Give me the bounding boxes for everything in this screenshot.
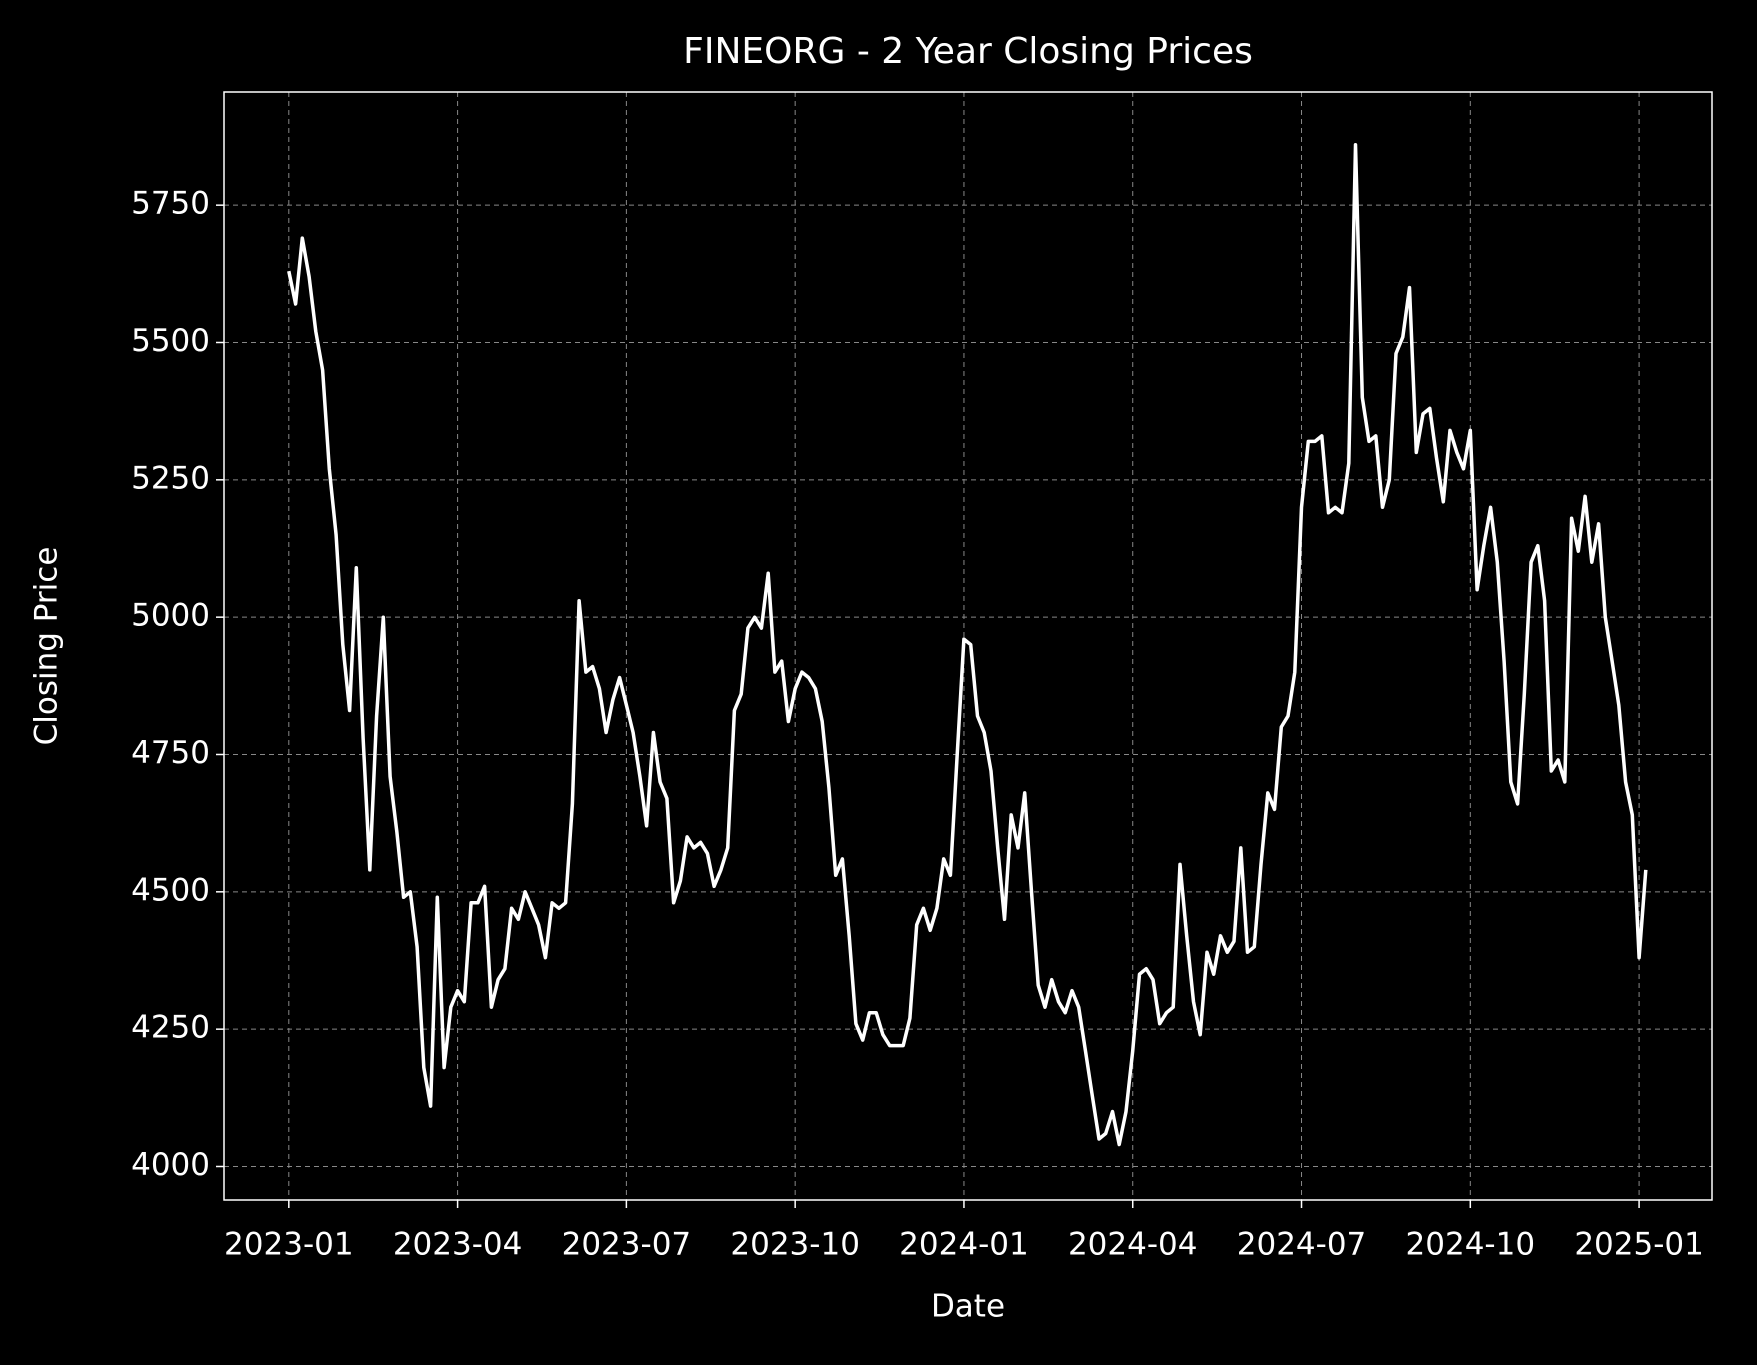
x-tick-label: 2023-10 xyxy=(730,1227,860,1263)
x-axis-label: Date xyxy=(931,1289,1005,1325)
x-tick-label: 2024-07 xyxy=(1237,1227,1367,1263)
x-tick-label: 2023-07 xyxy=(562,1227,692,1263)
x-tick-label: 2023-04 xyxy=(393,1227,523,1263)
x-tick-label: 2024-01 xyxy=(899,1227,1029,1263)
y-tick-label: 5250 xyxy=(131,460,210,496)
y-tick-label: 4750 xyxy=(131,735,210,771)
x-tick-label: 2024-04 xyxy=(1068,1227,1198,1263)
y-axis-label: Closing Price xyxy=(29,547,65,746)
x-tick-label: 2025-01 xyxy=(1574,1227,1704,1263)
chart-title: FINEORG - 2 Year Closing Prices xyxy=(683,31,1253,72)
x-tick-label: 2023-01 xyxy=(224,1227,354,1263)
y-tick-label: 5500 xyxy=(131,323,210,359)
y-tick-label: 4500 xyxy=(131,872,210,908)
y-tick-label: 4250 xyxy=(131,1010,210,1046)
plot-frame xyxy=(223,91,1713,1201)
y-tick-label: 4000 xyxy=(131,1147,210,1183)
price-line xyxy=(287,142,1648,1147)
x-tick-label: 2024-10 xyxy=(1406,1227,1536,1263)
y-tick-label: 5000 xyxy=(131,598,210,634)
y-tick-label: 5750 xyxy=(131,186,210,222)
